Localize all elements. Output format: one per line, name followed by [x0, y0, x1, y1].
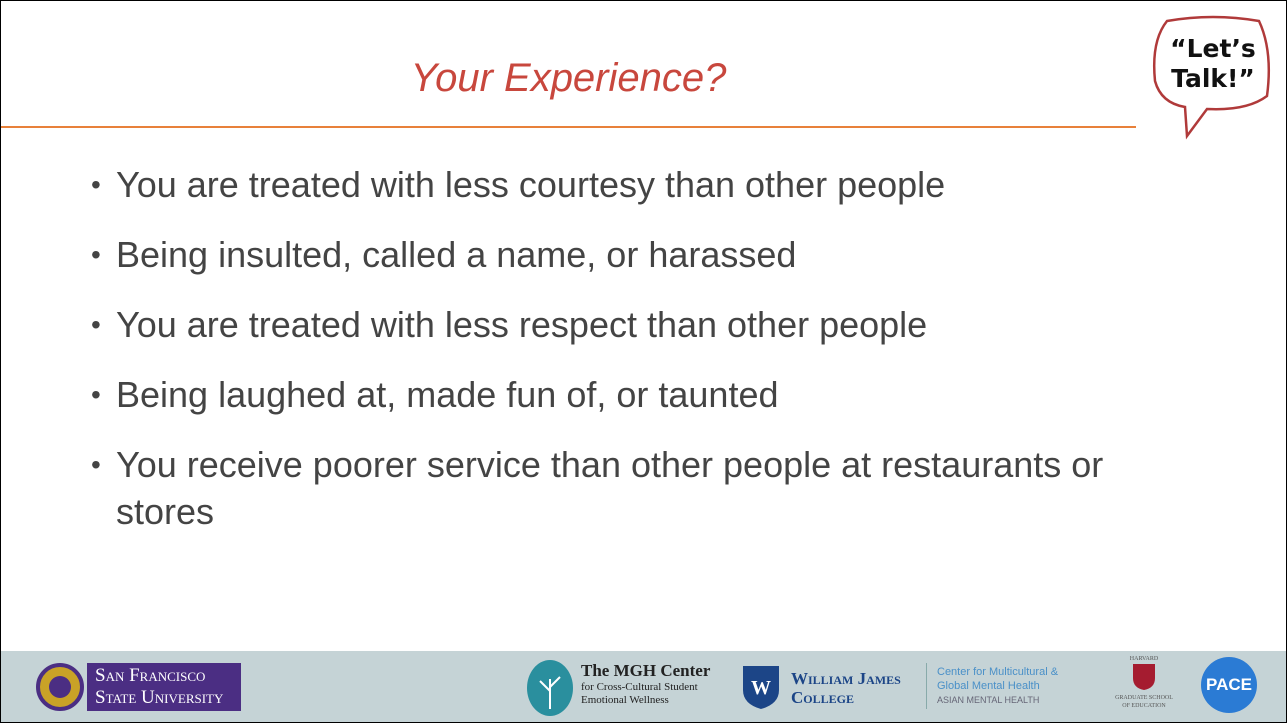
harvard-shield — [1133, 664, 1155, 690]
logo-text: College — [791, 688, 854, 707]
sfsu-wordmark: San Francisco State University — [87, 663, 241, 711]
logo-text: OF EDUCATION — [1122, 703, 1166, 709]
speech-bubble — [1152, 15, 1271, 140]
logo-text: GRADUATE SCHOOL — [1115, 695, 1173, 701]
mgh-wordmark: The MGH Center for Cross-Cultural Studen… — [581, 661, 710, 707]
bullet: Being laughed at, made fun of, or taunte… — [91, 371, 1186, 418]
wjc-shield: W — [743, 666, 779, 709]
bullet: You receive poorer service than other pe… — [91, 441, 1186, 535]
cmgmh-wordmark: Center for Multicultural & Global Mental… — [937, 665, 1058, 707]
badge-text: Talk!” — [1171, 64, 1255, 93]
logo-text: for Cross-Cultural Student — [581, 681, 698, 693]
logo-text: HARVARD — [1129, 656, 1159, 662]
harvard-logo: HARVARD GRADUATE SCHOOL OF EDUCATION — [1111, 655, 1177, 710]
logo-text: Global Mental Health — [937, 680, 1040, 692]
logo-text: Emotional Wellness — [581, 694, 669, 706]
footer: San Francisco State University The MGH C… — [1, 651, 1286, 722]
bullet: You are treated with less courtesy than … — [91, 161, 1186, 208]
svg-text:W: W — [751, 677, 771, 699]
mgh-icon — [527, 660, 573, 716]
title-rule — [1, 126, 1136, 128]
wjc-wordmark: William James College — [791, 669, 901, 707]
badge-text: “Let’s — [1170, 34, 1256, 63]
pace-logo: PACE — [1201, 657, 1257, 713]
sfsu-seal — [36, 663, 84, 711]
bullet-list: You are treated with less courtesy than … — [91, 161, 1186, 558]
logo-text: ASIAN MENTAL HEALTH — [937, 695, 1040, 705]
logo-text: San Francisco — [95, 665, 206, 686]
badge: “Let’s Talk!” — [1152, 15, 1271, 140]
logo-text: The MGH Center — [581, 661, 711, 680]
logo-text: Center for Multicultural & — [937, 666, 1059, 678]
bullet: You are treated with less respect than o… — [91, 301, 1186, 348]
logo-text: William James — [791, 669, 901, 688]
bullet: Being insulted, called a name, or harass… — [91, 231, 1186, 278]
title: Your Experience? — [410, 56, 727, 100]
logo-text: State University — [95, 687, 224, 708]
